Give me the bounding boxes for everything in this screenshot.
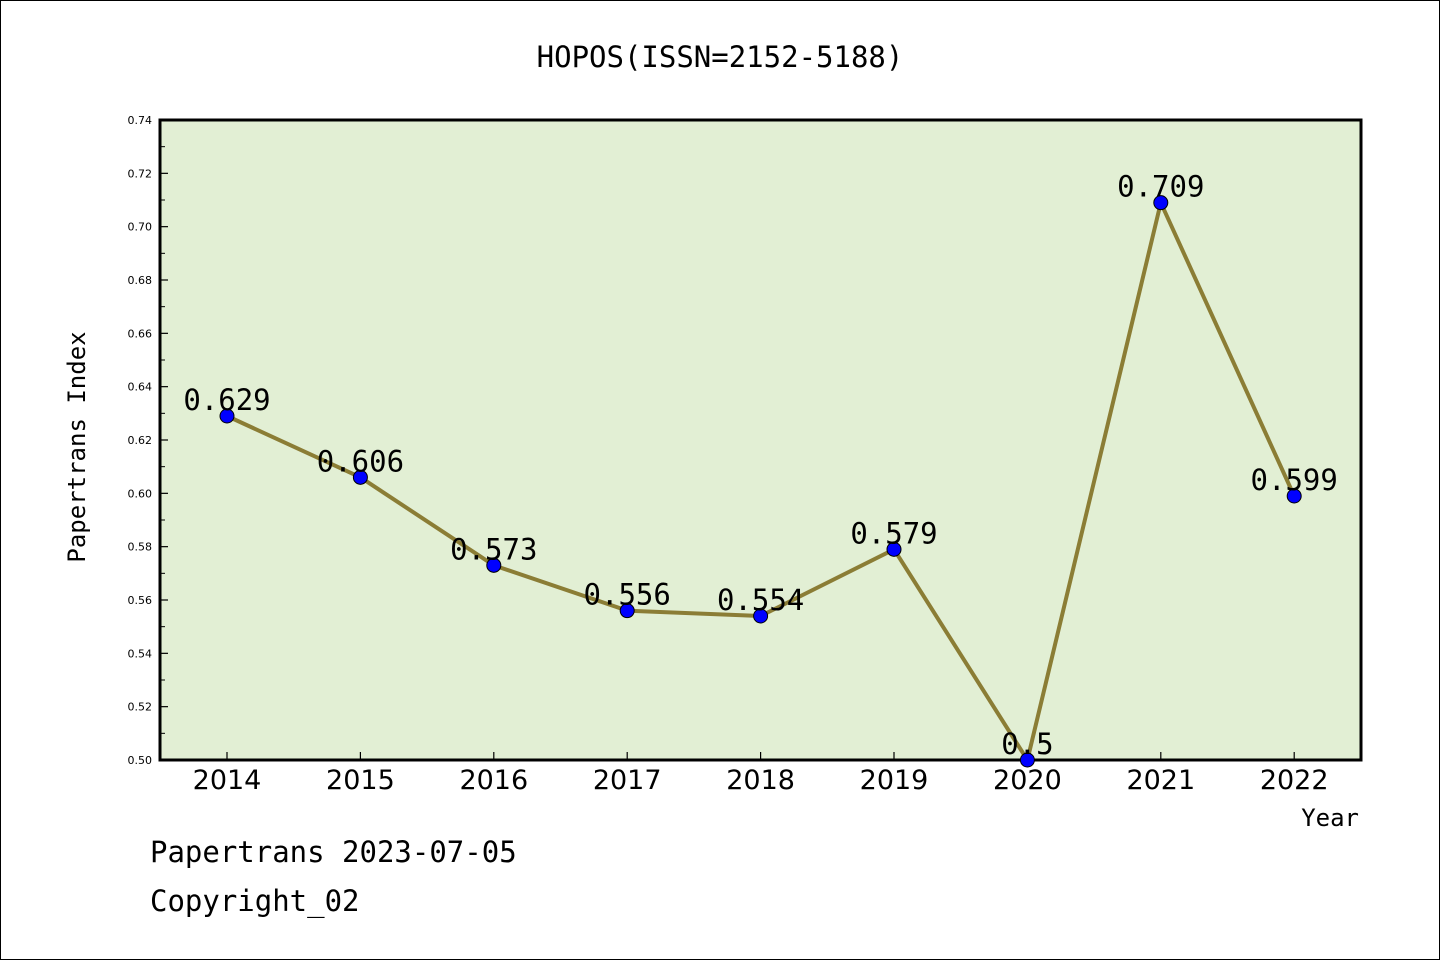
x-tick-label: 2020 [993, 765, 1062, 796]
x-axis-label: Year [1301, 804, 1359, 832]
data-point-marker [1286, 488, 1302, 504]
footer-copyright-text: Copyright_02 [150, 884, 360, 918]
y-tick-label: 0.74 [128, 114, 153, 127]
data-label: 0.606 [317, 444, 404, 478]
y-tick-label: 0.54 [128, 647, 153, 660]
data-point-marker [352, 469, 368, 485]
y-tick-label: 0.52 [128, 701, 153, 714]
data-label: 0.709 [1117, 170, 1204, 204]
data-point-marker [753, 608, 769, 624]
data-point-marker [1019, 752, 1035, 768]
data-label: 0.579 [850, 516, 937, 550]
x-tick-label: 2014 [193, 765, 262, 796]
chart-title: HOPOS(ISSN=2152-5188) [537, 40, 904, 74]
x-tick-label: 2017 [593, 765, 662, 796]
y-tick-label: 0.70 [128, 221, 153, 234]
data-point-marker [1153, 195, 1169, 211]
series-group: 0.629 0.606 0.573 0.556 0.554 0.579 0.5 0.709 0.… [183, 170, 1338, 768]
y-tick-label: 0.56 [128, 594, 153, 607]
plot-area [158, 118, 1363, 762]
y-axis-ticks [160, 119, 168, 761]
data-point-marker [619, 603, 635, 619]
x-tick-label: 2022 [1260, 765, 1329, 796]
x-tick-label: 2018 [726, 765, 795, 796]
y-tick-label: 0.68 [128, 274, 153, 287]
x-axis-tick-labels: 2014 2015 2016 2017 2018 2019 2020 2021 2022 [193, 765, 1329, 796]
y-tick-label: 0.66 [128, 327, 153, 340]
x-tick-label: 2015 [326, 765, 395, 796]
y-tick-label: 0.64 [128, 381, 153, 394]
y-tick-label: 0.50 [128, 754, 153, 767]
data-label: 0.554 [717, 583, 804, 617]
x-tick-label: 2021 [1126, 765, 1195, 796]
data-point-marker [486, 557, 502, 573]
data-point-marker [219, 408, 235, 424]
x-tick-label: 2016 [459, 765, 528, 796]
data-label: 0.5 [1001, 727, 1053, 761]
footer-date-text: Papertrans 2023-07-05 [150, 835, 517, 869]
y-axis-tick-labels: 0.50 0.52 0.54 0.56 0.58 0.60 0.62 0.64 0.66 0.68… [128, 114, 153, 767]
data-label: 0.573 [450, 532, 537, 566]
data-point-marker [886, 541, 902, 557]
x-tick-label: 2019 [860, 765, 929, 796]
data-label: 0.599 [1251, 463, 1338, 497]
x-axis-ticks [226, 752, 1295, 760]
y-axis-label: Papertrans Index [63, 331, 91, 562]
y-tick-label: 0.72 [128, 167, 153, 180]
data-label: 0.629 [183, 383, 270, 417]
y-tick-label: 0.58 [128, 541, 153, 554]
data-label: 0.556 [584, 578, 671, 612]
y-tick-label: 0.60 [128, 487, 153, 500]
y-tick-label: 0.62 [128, 434, 153, 447]
